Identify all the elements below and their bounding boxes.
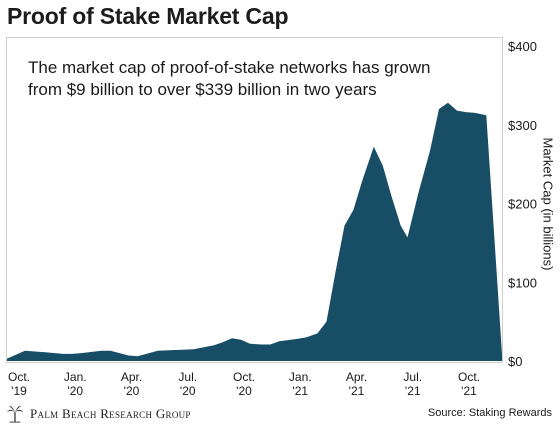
x-tick-label: Oct.'21 <box>458 370 480 398</box>
x-tick-year: '21 <box>461 384 477 398</box>
x-tick-month: Oct. <box>233 370 255 384</box>
x-tick-label: Oct.'20 <box>233 370 255 398</box>
y-axis-label-container: Market Cap (in billions) <box>538 134 558 274</box>
x-tick-month: Oct. <box>458 370 480 384</box>
source-note: Source: Staking Rewards <box>427 407 552 419</box>
x-tick-label: Jan.'21 <box>289 370 312 398</box>
x-tick-year: '20 <box>236 384 252 398</box>
brand-name: Palm Beach Research Group <box>30 406 191 421</box>
chart-title: Proof of Stake Market Cap <box>7 3 289 29</box>
x-tick-label: Apr.'20 <box>121 370 142 398</box>
x-tick-year: '20 <box>124 384 140 398</box>
chart-annotation: The market cap of proof-of-stake network… <box>28 57 448 101</box>
annotation-line-1: The market cap of proof-of-stake network… <box>28 58 431 77</box>
y-tick-label: $100 <box>508 275 537 290</box>
y-tick-label: $300 <box>508 118 537 133</box>
brand-logo: Palm Beach Research Group <box>6 404 191 424</box>
x-tick-year: '21 <box>349 384 365 398</box>
x-tick-year: '21 <box>405 384 421 398</box>
x-tick-month: Jan. <box>289 370 312 384</box>
x-tick-year: '20 <box>67 384 83 398</box>
x-tick-month: Jul. <box>178 370 197 384</box>
y-tick-label: $400 <box>508 39 537 54</box>
x-tick-month: Jul. <box>403 370 422 384</box>
x-tick-label: Apr.'21 <box>346 370 367 398</box>
y-axis-ticks: $0 $100 $200 $300 $400 <box>508 39 537 369</box>
market-cap-area <box>7 102 502 361</box>
x-tick-year: '21 <box>292 384 308 398</box>
x-tick-label: Oct.'19 <box>8 370 30 398</box>
x-tick-label: Jul.'21 <box>403 370 422 398</box>
x-tick-month: Oct. <box>8 370 30 384</box>
y-tick-label: $0 <box>508 354 522 369</box>
x-tick-label: Jan.'20 <box>64 370 87 398</box>
x-tick-year: '20 <box>180 384 196 398</box>
x-tick-label: Jul.'20 <box>178 370 197 398</box>
x-tick-month: Jan. <box>64 370 87 384</box>
x-tick-month: Apr. <box>121 370 142 384</box>
x-tick-month: Apr. <box>346 370 367 384</box>
x-axis-ticks: Oct.'19Jan.'20Apr.'20Jul.'20Oct.'20Jan.'… <box>8 370 480 398</box>
y-axis-label: Market Cap (in billions) <box>540 137 556 271</box>
y-tick-label: $200 <box>508 197 537 212</box>
palm-tree-icon <box>6 405 24 423</box>
plot-frame <box>6 37 503 363</box>
x-tick-year: '19 <box>11 384 27 398</box>
annotation-line-2: from $9 billion to over $339 billion in … <box>28 80 377 99</box>
